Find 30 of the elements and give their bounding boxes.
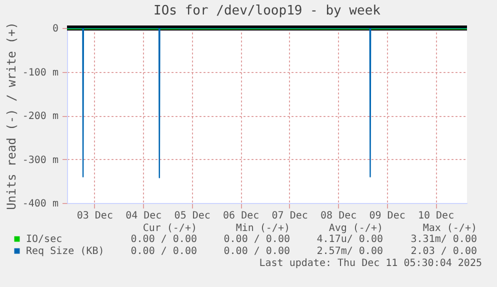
text: 4.17u/ 0.00 <box>316 234 383 245</box>
text: 0.00 / 0.00 <box>130 246 197 257</box>
x-tick-label: 08 Dec <box>320 210 357 222</box>
text: Max (-/+) <box>422 223 477 234</box>
text: Cur (-/+) <box>142 223 197 234</box>
legend-label: IO/sec <box>26 234 62 245</box>
text: Last update: Thu Dec 11 05:30:04 2025 <box>259 258 482 269</box>
x-tick-label: 06 Dec <box>223 210 260 222</box>
x-tick-label: 05 Dec <box>174 210 210 222</box>
text: Avg (-/+) <box>328 223 383 234</box>
y-tick-label: 0 <box>52 24 58 34</box>
x-tick-label: 07 Dec <box>272 210 308 222</box>
text: 0.00 / 0.00 <box>224 246 290 257</box>
y-tick-label: -200 m <box>22 111 58 122</box>
x-tick-label: 03 Dec <box>76 210 113 222</box>
text: 0.00 / 0.00 <box>130 234 197 245</box>
x-tick-label: 04 Dec <box>126 210 162 222</box>
text: Min (-/+) <box>236 223 290 234</box>
text: 2.03 / 0.00 <box>410 246 477 257</box>
y-tick-label: -300 m <box>22 154 58 166</box>
x-tick-label: 09 Dec <box>369 210 406 222</box>
y-tick-label: -400 m <box>22 198 58 210</box>
x-tick-label: 10 Dec <box>418 210 454 222</box>
legend-label: Req Size (KB) <box>26 246 104 257</box>
text: 3.31m/ 0.00 <box>410 234 477 245</box>
text: 0.00 / 0.00 <box>224 234 290 245</box>
y-tick-label: -100 m <box>22 67 58 78</box>
text: 2.57m/ 0.00 <box>316 246 383 257</box>
chart-title: IOs for /dev/loop19 - by week <box>154 4 381 19</box>
y-axis-title: Units read (-) / write (+) <box>4 22 18 210</box>
